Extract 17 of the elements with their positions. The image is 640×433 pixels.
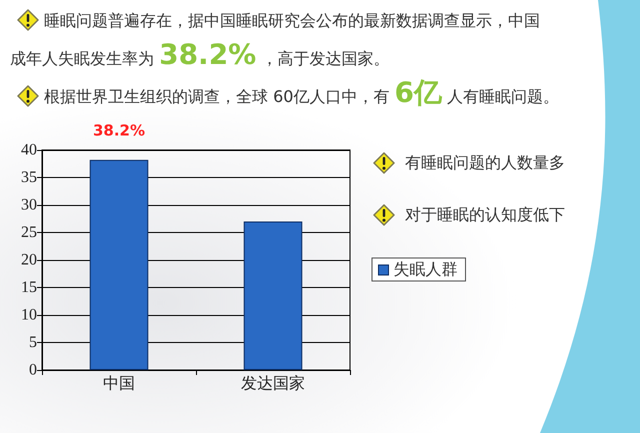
text: 睡眠问题普遍存在，据中国睡眠研究会公布的最新数据调查显示，中国成年人失眠发生率为 38.2% ，高于发达国家。: [10, 11, 540, 71]
legend-label: 失眠人群: [394, 260, 458, 278]
x-tick-label: 中国: [103, 374, 135, 392]
text: 根据世界卫生组织的调查，全球 60亿人口中，有 6亿 人有睡眠问题。: [44, 76, 560, 109]
text: 有睡眠问题的人数量多: [405, 152, 565, 174]
y-tick-label: 20: [21, 252, 37, 268]
y-tick-label: 30: [21, 196, 37, 214]
y-tick-label: 35: [21, 169, 37, 186]
y-tick-label: 10: [21, 306, 37, 324]
x-tick-label: 发达国家: [241, 374, 305, 392]
y-tick-label: 0: [29, 362, 37, 378]
data-label: 38.2%: [92, 121, 146, 140]
text: 对于睡眠的认知度低下: [405, 204, 565, 226]
y-tick-label: 15: [21, 279, 37, 296]
y-tick-label: 40: [21, 142, 37, 158]
y-tick-label: 25: [21, 224, 37, 241]
y-tick-label: 5: [29, 334, 37, 351]
